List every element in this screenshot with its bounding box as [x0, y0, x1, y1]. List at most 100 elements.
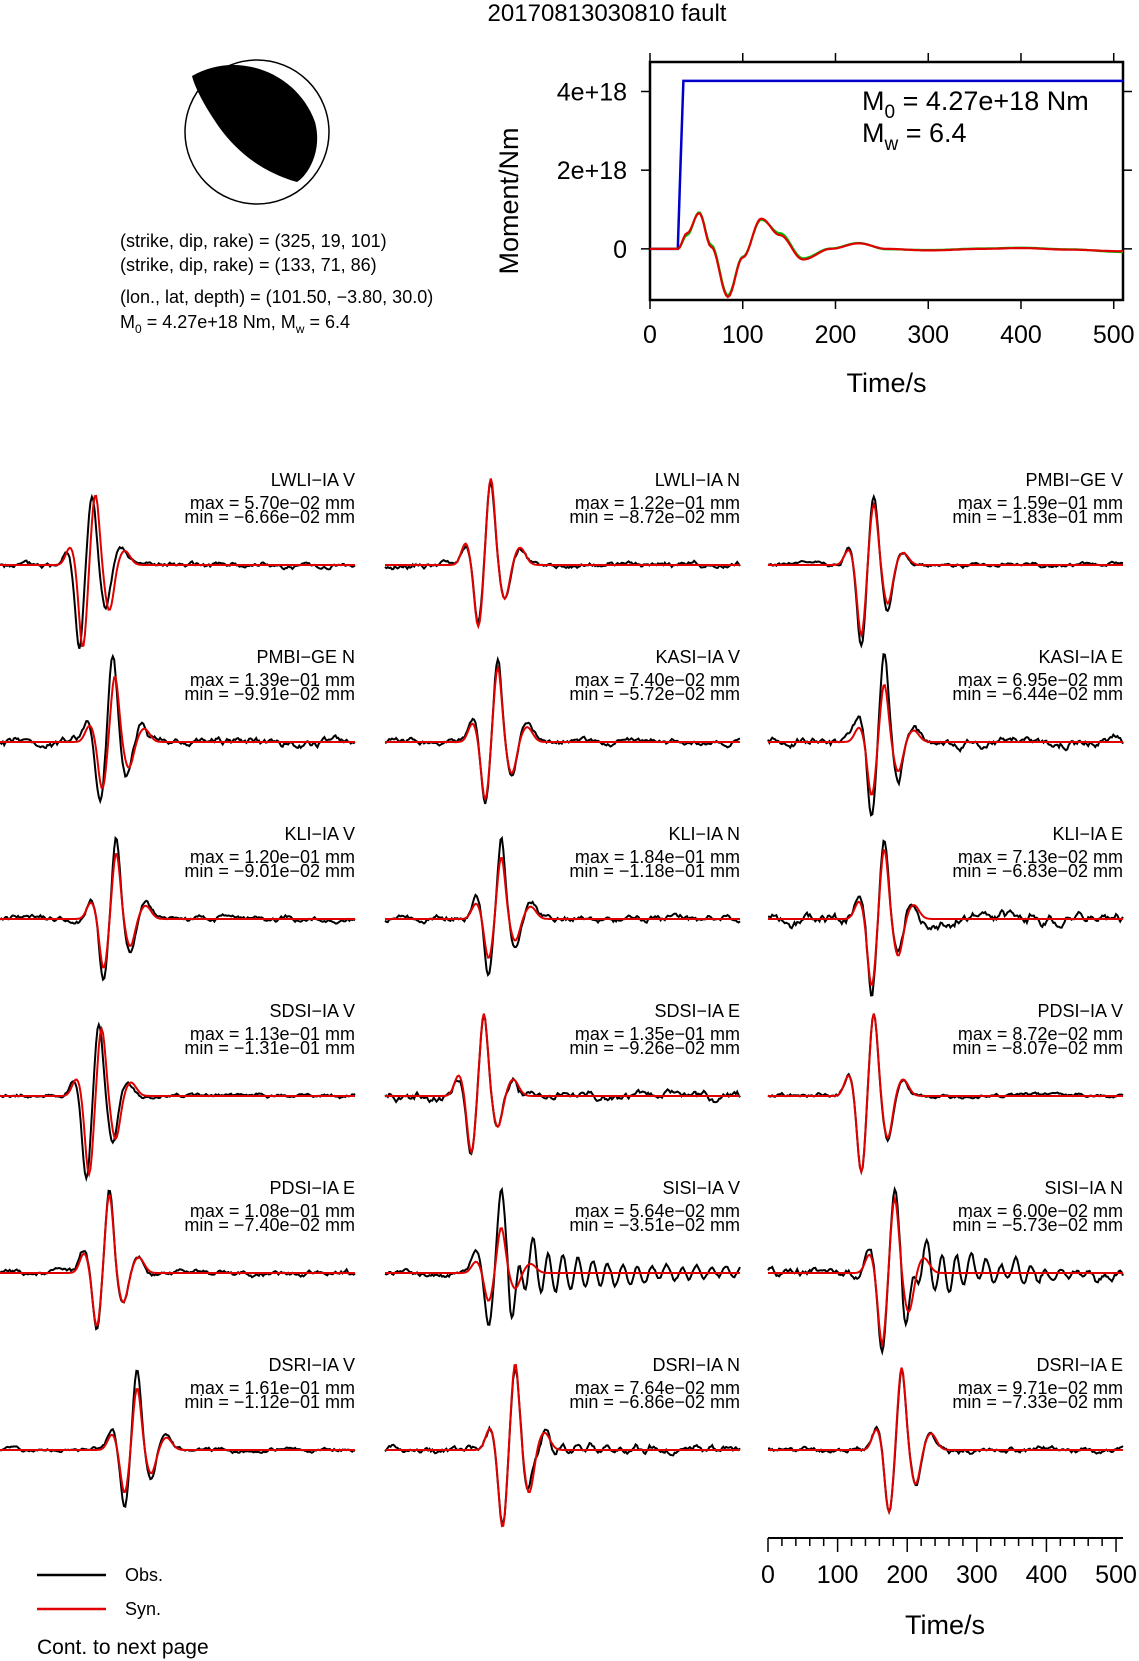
- moment-x-tick-label: 300: [907, 321, 949, 349]
- time-axis-label: Time/s: [905, 1610, 985, 1640]
- moment-rate-plot: 0 100 200 300 400 500 0 2e+18 4e+18 Time/s Moment/…: [494, 53, 1135, 398]
- station-label: LWLI−IA N: [655, 470, 740, 490]
- station-max: max = 6.00e−02 mm: [958, 1201, 1123, 1221]
- station-min: min = −6.86e−02 mm: [569, 1392, 740, 1412]
- station-label: KASI−IA E: [1038, 647, 1123, 667]
- moment-magnitude-summary: M0 = 4.27e+18 Nm, Mw = 6.4: [120, 312, 350, 336]
- station-min: min = −7.33e−02 mm: [952, 1392, 1123, 1412]
- moment-y-tick-label: 0: [613, 236, 627, 264]
- time-axis-tick-label: 500: [1095, 1561, 1137, 1589]
- synthetic-trace: [385, 1227, 740, 1302]
- moment-series-line-2: [650, 212, 1123, 299]
- station-label: SDSI−IA V: [269, 1001, 355, 1021]
- station-min: min = −6.44e−02 mm: [952, 684, 1123, 704]
- synthetic-trace: [0, 675, 355, 790]
- synthetic-trace: [385, 664, 740, 802]
- synthetic-trace: [768, 501, 1123, 639]
- station-max: max = 1.22e−01 mm: [575, 493, 740, 513]
- station-max: max = 1.39e−01 mm: [190, 670, 355, 690]
- mw-sub: w: [884, 134, 899, 155]
- mw-rest: = 6.4: [304, 312, 350, 332]
- station-max: max = 9.71e−02 mm: [958, 1378, 1123, 1398]
- synthetic-trace: [768, 1367, 1123, 1516]
- observed-trace: [0, 1189, 356, 1331]
- station-min: min = −1.12e−01 mm: [184, 1392, 355, 1412]
- mw-value: = 6.4: [898, 118, 966, 148]
- fault-plane-1: (strike, dip, rake) = (325, 19, 101): [120, 231, 387, 251]
- observed-trace: [0, 1369, 356, 1509]
- station-max: max = 8.72e−02 mm: [958, 1024, 1123, 1044]
- station-max: max = 1.13e−01 mm: [190, 1024, 355, 1044]
- time-axis-tick-label: 300: [956, 1561, 998, 1589]
- moment-y-tick-label: 4e+18: [557, 79, 627, 107]
- station-max: max = 5.70e−02 mm: [190, 493, 355, 513]
- legend-syn-label: Syn.: [125, 1599, 161, 1619]
- station-max: max = 1.59e−01 mm: [958, 493, 1123, 513]
- moment-y-tick-label: 2e+18: [557, 157, 627, 185]
- moment-x-tick-label: 500: [1093, 321, 1135, 349]
- station-min: min = −3.51e−02 mm: [569, 1215, 740, 1235]
- station-min: min = −9.91e−02 mm: [184, 684, 355, 704]
- synthetic-trace: [385, 1363, 740, 1528]
- legend-obs-label: Obs.: [125, 1565, 163, 1585]
- waveform-time-axis: 0 100 200 300 400 500 Time/s: [761, 1537, 1137, 1640]
- synthetic-trace: [0, 494, 355, 648]
- time-axis-tick-label: 400: [1026, 1561, 1068, 1589]
- station-min: min = −1.83e−01 mm: [952, 507, 1123, 527]
- station-label: DSRI−IA N: [652, 1355, 740, 1375]
- moment-rest: = 4.27e+18 Nm, M: [142, 312, 296, 332]
- moment-x-tick-label: 200: [815, 321, 857, 349]
- observed-trace: [384, 1186, 741, 1326]
- station-label: PMBI−GE N: [256, 647, 355, 667]
- station-min: min = −5.72e−02 mm: [569, 684, 740, 704]
- station-label: KLI−IA N: [668, 824, 740, 844]
- station-max: max = 1.08e−01 mm: [190, 1201, 355, 1221]
- station-min: min = −9.01e−02 mm: [184, 861, 355, 881]
- moment-y-axis-label: Moment/Nm: [494, 127, 524, 274]
- beachball-compressional-quadrant: [192, 65, 318, 182]
- hypocenter-location: (lon., lat, depth) = (101.50, −3.80, 30.…: [120, 287, 433, 307]
- m0-main: M: [862, 86, 885, 116]
- page-title: 20170813030810 fault: [488, 0, 727, 27]
- fault-plane-2: (strike, dip, rake) = (133, 71, 86): [120, 255, 377, 275]
- moment-m0-label: M0 = 4.27e+18 Nm: [862, 86, 1089, 123]
- station-max: max = 1.61e−01 mm: [190, 1378, 355, 1398]
- station-label: KASI−IA V: [655, 647, 740, 667]
- station-label: SISI−IA N: [1044, 1178, 1123, 1198]
- station-min: min = −1.31e−01 mm: [184, 1038, 355, 1058]
- m0-rest: = 4.27e+18 Nm: [895, 86, 1089, 116]
- station-label: KLI−IA V: [284, 824, 355, 844]
- station-max: max = 5.64e−02 mm: [575, 1201, 740, 1221]
- station-min: min = −8.72e−02 mm: [569, 507, 740, 527]
- station-min: min = −8.07e−02 mm: [952, 1038, 1123, 1058]
- m0-sub: 0: [885, 102, 896, 123]
- synthetic-trace: [385, 1013, 740, 1155]
- station-label: KLI−IA E: [1052, 824, 1123, 844]
- station-max: max = 1.35e−01 mm: [575, 1024, 740, 1044]
- mw-subscript: w: [295, 322, 305, 336]
- observed-trace: [767, 839, 1124, 997]
- synthetic-trace: [385, 857, 740, 959]
- synthetic-trace: [768, 1195, 1123, 1348]
- station-label: LWLI−IA V: [271, 470, 355, 490]
- moment-plot-frame: [648, 60, 1125, 302]
- station-min: min = −5.73e−02 mm: [952, 1215, 1123, 1235]
- station-min: min = −7.40e−02 mm: [184, 1215, 355, 1235]
- mw-main: M: [862, 118, 885, 148]
- moment-mw-label: Mw = 6.4: [862, 118, 967, 155]
- station-label: SISI−IA V: [662, 1178, 740, 1198]
- synthetic-trace: [768, 684, 1123, 796]
